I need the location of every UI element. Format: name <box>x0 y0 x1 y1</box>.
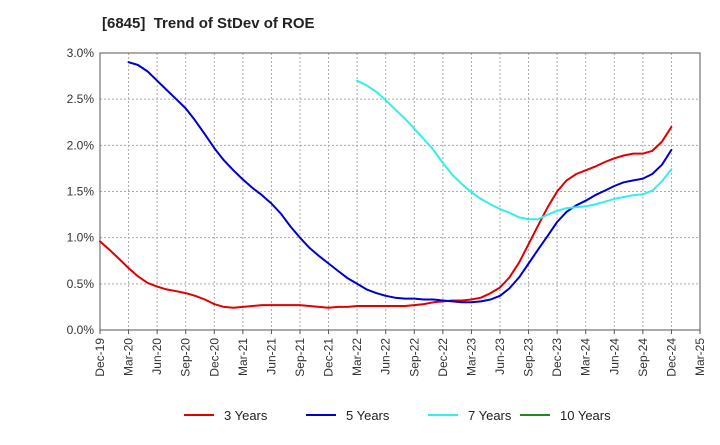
x-tick-label: Sep-23 <box>522 338 536 377</box>
x-tick-label: Jun-23 <box>493 338 507 375</box>
y-tick-label: 1.5% <box>67 185 95 199</box>
y-tick-label: 1.0% <box>67 231 95 245</box>
x-tick-label: Sep-24 <box>636 338 650 377</box>
series-line-5-years <box>127 61 673 304</box>
x-tick-label: Mar-24 <box>579 338 593 376</box>
x-tick-label: Dec-22 <box>436 338 450 377</box>
x-tick-label: Mar-21 <box>236 338 250 376</box>
x-tick-label: Mar-25 <box>693 338 707 376</box>
x-tick-label: Dec-24 <box>664 338 678 377</box>
y-tick-label: 2.0% <box>67 138 95 152</box>
y-tick-label: 2.5% <box>67 92 95 106</box>
x-tick-label: Jun-20 <box>150 338 164 375</box>
y-tick-label: 0.5% <box>67 277 95 291</box>
legend: 3 Years 5 Years 7 Years 10 Years <box>184 408 611 423</box>
chart-title: [6845] Trend of StDev of ROE <box>102 15 315 32</box>
x-tick-label: Jun-22 <box>379 338 393 375</box>
x-tick-label: Mar-23 <box>464 338 478 376</box>
legend-label: 10 Years <box>560 408 611 423</box>
y-tick-label: 3.0% <box>67 46 95 60</box>
legend-label: 3 Years <box>224 408 268 423</box>
series-line-3-years <box>99 125 673 309</box>
x-tick-label: Sep-20 <box>179 338 193 377</box>
x-tick-label: Jun-21 <box>264 338 278 375</box>
y-tick-label: 0.0% <box>67 323 95 337</box>
legend-label: 7 Years <box>468 408 512 423</box>
plot-area-frame <box>99 52 701 331</box>
series-lines <box>99 61 673 309</box>
x-tick-label: Dec-20 <box>207 338 221 377</box>
x-tick-label: Mar-22 <box>350 338 364 376</box>
grid-lines <box>100 53 700 330</box>
x-tick-label: Sep-21 <box>293 338 307 377</box>
series-line-7-years <box>356 79 673 221</box>
axes: 0.0% 0.5% 1.0% 1.5% 2.0% 2.5% 3.0% Dec-19 Mar-20… <box>67 46 707 377</box>
x-tick-label: Dec-23 <box>550 338 564 377</box>
x-tick-label: Sep-22 <box>407 338 421 377</box>
x-tick-label: Dec-19 <box>93 338 107 377</box>
x-tick-label: Dec-21 <box>322 338 336 377</box>
x-tick-label: Jun-24 <box>607 338 621 375</box>
legend-label: 5 Years <box>346 408 390 423</box>
x-tick-label: Mar-20 <box>122 338 136 376</box>
